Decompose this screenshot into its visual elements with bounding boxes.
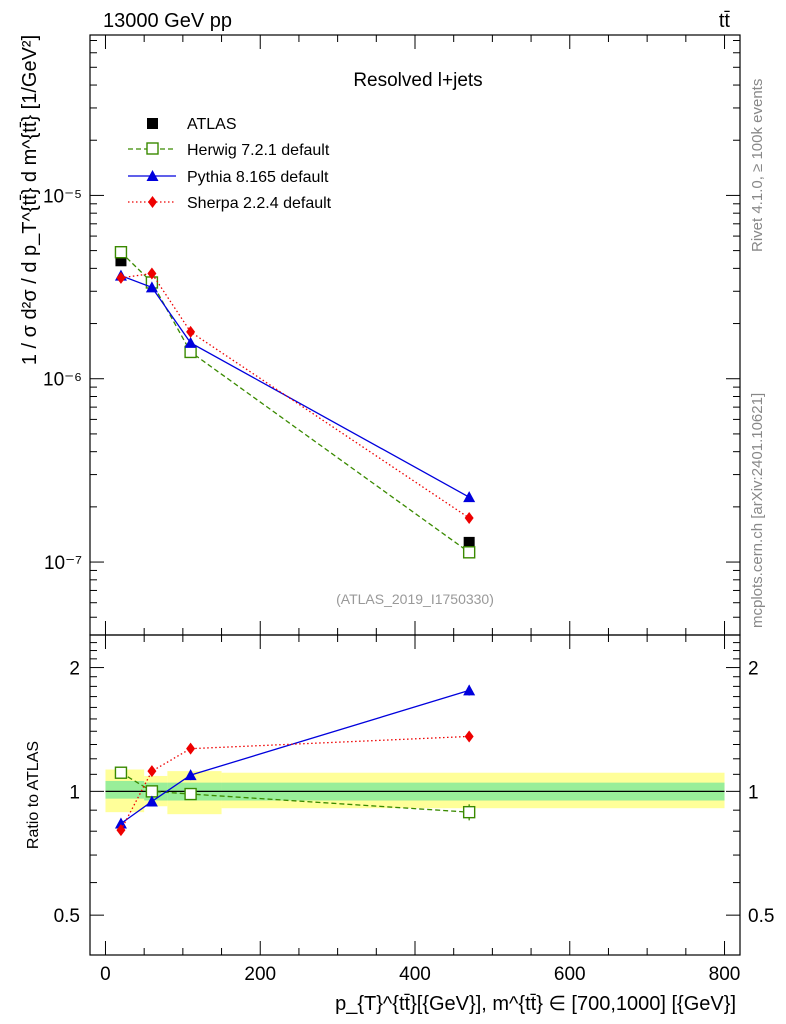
process-label: tt̄: [719, 10, 731, 32]
ratio-frame: [89, 634, 741, 956]
main-point-atlas: [463, 536, 475, 548]
ratio-ylabel: Ratio to ATLAS: [25, 741, 42, 849]
x-tick-label: 0: [100, 964, 111, 985]
ratio-y-tick-label-right: 1: [748, 782, 759, 803]
main-point-sherpa: [186, 325, 196, 338]
x-tick-label: 800: [709, 964, 741, 985]
main-title: Resolved l+jets: [353, 70, 482, 91]
legend-pythia-marker: [146, 170, 159, 181]
legend-pythia-label: Pythia 8.165 default: [187, 169, 329, 186]
ratio-point-pythia: [145, 795, 158, 807]
legend-sherpa-marker: [148, 196, 157, 208]
ratio-y-tick-label-right: 0.5: [748, 906, 774, 927]
main-point-atlas: [115, 255, 127, 267]
ratio-y-tick-label: 1: [69, 782, 80, 803]
ratio-point-herwig: [114, 766, 128, 779]
main-point-sherpa: [464, 511, 474, 524]
legend-atlas-label: ATLAS: [187, 116, 237, 133]
legend: ATLAS Herwig 7.2.1 default Pythia 8.165 …: [128, 116, 332, 212]
main-y-tick-label: 10⁻⁵: [43, 186, 82, 207]
main-point-pythia: [145, 281, 158, 293]
x-axis-label: p_{T}^{tt̄}[{GeV}], m^{tt̄} ∈ [700,1000]…: [335, 993, 736, 1015]
ratio-point-sherpa: [186, 742, 196, 755]
ratio-line-sherpa: [120, 735, 470, 831]
main-y-tick-label: 10⁻⁷: [44, 553, 82, 574]
legend-item-pythia: Pythia 8.165 default: [128, 169, 329, 186]
ratio-point-pythia: [463, 684, 476, 696]
x-tick-label: 200: [244, 964, 276, 985]
legend-herwig-marker: [146, 142, 159, 155]
main-point-herwig: [462, 546, 476, 559]
rivet-label: Rivet 4.1.0, ≥ 100k events: [749, 79, 766, 252]
source-label: mcplots.cern.ch [arXiv:2401.10621]: [749, 393, 766, 628]
main-point-pythia: [463, 491, 476, 503]
legend-item-sherpa: Sherpa 2.2.4 default: [128, 195, 332, 212]
ratio-band-stat: [105, 780, 145, 799]
ratio-point-herwig: [184, 787, 197, 801]
energy-label: 13000 GeV pp: [103, 10, 232, 32]
legend-sherpa-label: Sherpa 2.2.4 default: [187, 195, 332, 212]
ratio-point-sherpa: [116, 824, 126, 837]
x-tick-label: 600: [554, 964, 586, 985]
main-panel: 10⁻⁷ 10⁻⁶ 10⁻⁵: [43, 35, 740, 955]
ratio-point-herwig: [145, 785, 159, 798]
ratio-y-tick-label: 0.5: [54, 906, 80, 927]
ratio-point-pythia: [114, 817, 127, 829]
legend-item-atlas: ATLAS: [147, 116, 237, 133]
main-line-pythia: [120, 275, 470, 498]
main-ylabel: 1 / σ d²σ / d p_T^{tt̄} d m^{tt̄} [1/GeV…: [19, 35, 41, 365]
ratio-point-sherpa: [147, 765, 157, 778]
ratio-point-sherpa: [464, 730, 474, 743]
main-line-sherpa: [120, 272, 470, 519]
ratio-point-pythia: [184, 769, 197, 781]
main-y-tick-label: 10⁻⁶: [43, 370, 82, 391]
main-point-sherpa: [147, 267, 157, 280]
ratio-panel: 0 200 400 600 800 0.5 0.5 1 1 2 2: [54, 634, 774, 985]
ratio-line-pythia: [120, 689, 470, 825]
legend-atlas-marker: [147, 118, 158, 129]
x-tick-label: 400: [399, 964, 431, 985]
main-point-sherpa: [116, 271, 126, 284]
ratio-line-herwig: [120, 772, 470, 813]
legend-herwig-label: Herwig 7.2.1 default: [187, 142, 330, 159]
main-line-herwig: [120, 251, 470, 553]
ratio-y-tick-label: 2: [69, 659, 80, 680]
watermark: (ATLAS_2019_I1750330): [336, 591, 494, 607]
main-point-pythia: [184, 336, 197, 348]
main-point-herwig: [114, 246, 128, 259]
legend-item-herwig: Herwig 7.2.1 default: [128, 142, 330, 159]
main-point-herwig: [184, 345, 197, 359]
ratio-point-herwig: [462, 805, 476, 819]
ratio-y-tick-label-right: 2: [748, 659, 759, 680]
